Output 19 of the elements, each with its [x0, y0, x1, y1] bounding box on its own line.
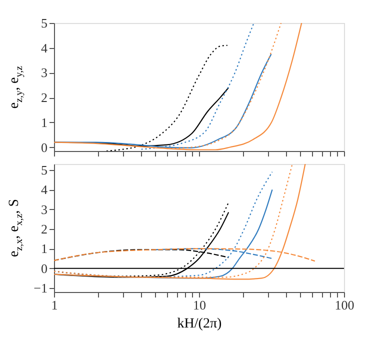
- y-tick-label: 1: [41, 114, 48, 130]
- y-tick-label: 3: [41, 65, 48, 80]
- y-tick-label: −1: [34, 280, 48, 296]
- y-tick-label: 0: [41, 260, 48, 276]
- x-tick-label: 1: [51, 298, 58, 312]
- y-tick-label: 4: [41, 40, 48, 56]
- y-tick-label: 5: [41, 162, 48, 178]
- y-tick-label: 5: [41, 16, 48, 30]
- y-tick-label: 2: [41, 90, 48, 106]
- y-axis-title: ez,x, ex,z, S: [7, 198, 25, 258]
- y-tick-label: 3: [41, 202, 48, 217]
- y-tick-label: 4: [41, 182, 48, 198]
- x-axis-title: kH/(2π): [177, 316, 222, 332]
- y-tick-label: 1: [41, 241, 48, 256]
- y-tick-label: 0: [41, 140, 48, 155]
- x-tick-label: 100: [334, 298, 354, 312]
- y-tick-label: 2: [41, 221, 48, 236]
- y-axis-title: ez,y, ey,z: [7, 65, 25, 109]
- x-tick-label: 10: [193, 298, 206, 312]
